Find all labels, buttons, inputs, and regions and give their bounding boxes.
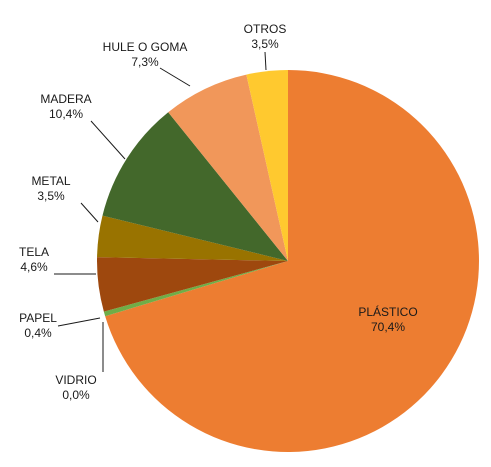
leader-line-madera xyxy=(90,120,126,160)
slice-value-papel: 0,4% xyxy=(24,326,52,340)
leader-line-papel xyxy=(57,317,101,327)
pie-slice-tela xyxy=(97,257,288,312)
slice-label-vidrio: VIDRIO xyxy=(55,373,96,387)
slice-label-hule-o-goma: HULE O GOMA xyxy=(103,40,188,54)
leader-line-metal xyxy=(80,202,99,223)
slice-value-plastico: 70,4% xyxy=(371,320,405,334)
pie-slice-metal xyxy=(97,215,288,261)
slice-value-vidrio: 0,0% xyxy=(62,388,90,402)
leader-lines xyxy=(54,51,267,372)
slice-label-metal: METAL xyxy=(31,174,70,188)
slice-value-hule-o-goma: 7,3% xyxy=(131,55,159,69)
pie-slice-papel xyxy=(103,261,288,317)
pie-slices xyxy=(97,70,479,453)
slice-label-madera: MADERA xyxy=(40,92,91,106)
slice-label-plastico: PLÁSTICO xyxy=(358,304,417,319)
slice-value-otros: 3,5% xyxy=(251,37,279,51)
slice-label-otros: OTROS xyxy=(244,22,287,36)
leader-line-otros xyxy=(264,51,267,71)
pie-slice-hule-o-goma xyxy=(168,74,288,261)
pie-slice-madera xyxy=(102,112,288,261)
slice-value-tela: 4,6% xyxy=(20,260,48,274)
pie-slice-otros xyxy=(246,70,288,261)
slice-label-tela: TELA xyxy=(19,245,49,259)
slice-value-metal: 3,5% xyxy=(37,189,65,203)
leader-line-hule-o-goma xyxy=(159,67,191,87)
slice-value-madera: 10,4% xyxy=(49,107,83,121)
pie-slice-plastico xyxy=(105,70,479,453)
slice-label-papel: PAPEL xyxy=(19,311,57,325)
